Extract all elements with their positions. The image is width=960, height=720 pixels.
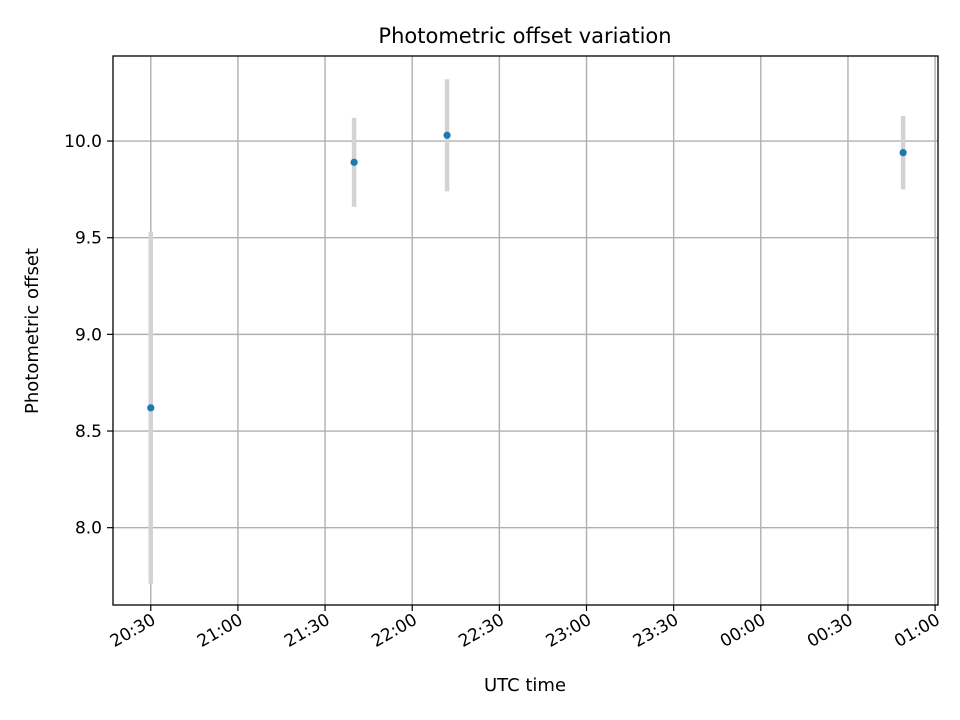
y-tick-label: 9.0	[75, 325, 102, 345]
chart-title: Photometric offset variation	[378, 24, 671, 48]
x-tick-label: 20:30	[107, 610, 159, 652]
x-tick-label: 00:30	[804, 610, 856, 652]
y-tick-label: 10.0	[64, 132, 102, 152]
x-tick-label: 00:00	[717, 610, 769, 652]
y-tick-label: 9.5	[75, 229, 102, 249]
y-tick-label: 8.5	[75, 422, 102, 442]
x-axis-label: UTC time	[484, 675, 566, 696]
data-points	[147, 131, 907, 412]
x-axis-ticks: 20:30 21:00 21:30 22:00 22:30 23:00 23:30 00:00…	[107, 605, 944, 652]
x-tick-label: 01:00	[891, 610, 943, 652]
data-point	[443, 131, 451, 139]
data-point	[899, 149, 907, 157]
x-tick-label: 21:00	[194, 610, 246, 652]
x-tick-label: 21:30	[281, 610, 333, 652]
plot-frame	[112, 55, 939, 606]
x-tick-label: 22:30	[455, 610, 507, 652]
y-axis-ticks: 8.0 8.5 9.0 9.5 10.0	[64, 132, 113, 539]
x-tick-label: 23:00	[543, 610, 595, 652]
x-tick-label: 23:30	[630, 610, 682, 652]
error-bars	[148, 79, 906, 584]
grid	[113, 56, 938, 605]
x-tick-label: 22:00	[368, 610, 420, 652]
y-axis-label: Photometric offset	[22, 248, 43, 414]
data-point	[147, 404, 155, 412]
y-tick-label: 8.0	[75, 519, 102, 539]
data-point	[350, 158, 358, 166]
